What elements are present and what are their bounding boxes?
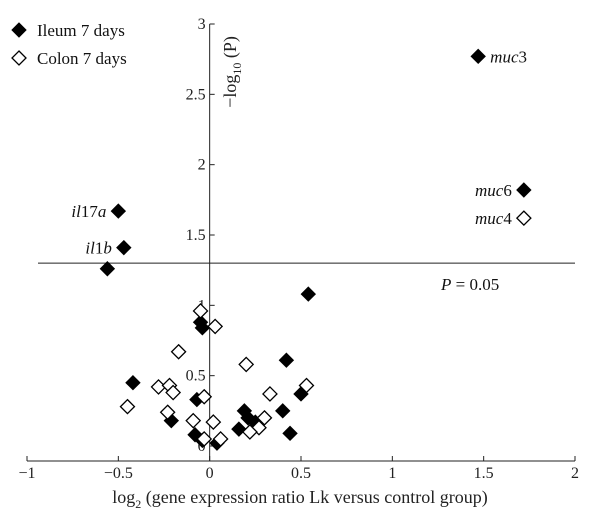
point-label: il1b: [85, 239, 111, 258]
colon-point: [205, 414, 222, 431]
colon-point: [212, 431, 229, 447]
point-label: muc4: [475, 209, 512, 228]
x-tick-label: 0.5: [291, 465, 311, 482]
legend-label: Colon 7 days: [37, 49, 127, 68]
colon-point: [207, 318, 224, 335]
x-axis-label: log2 (gene expression ratio Lk versus co…: [112, 487, 487, 511]
x-tick-label: 1.5: [474, 465, 494, 482]
ileum-point: [231, 421, 247, 437]
y-tick-label: 3: [198, 16, 206, 33]
colon-point: [185, 412, 202, 429]
ileum-point: [282, 425, 298, 442]
x-tick-label: −1: [18, 465, 35, 482]
y-tick-label: 2: [198, 157, 206, 174]
x-tick-label: 0: [206, 465, 214, 482]
point-label: il17a: [71, 202, 106, 221]
threshold-label: P = 0.05: [440, 275, 499, 294]
colon-point: [192, 303, 209, 319]
colon-point: [170, 343, 187, 360]
y-axis-label: −log10 (P): [220, 36, 244, 108]
ileum-point: [125, 374, 141, 391]
x-tick-label: 2: [571, 465, 579, 482]
colon-point: [196, 388, 213, 405]
colon-point: [165, 384, 182, 401]
colon-point: [515, 210, 532, 227]
ileum-point: [275, 403, 291, 419]
legend-label: Ileum 7 days: [37, 21, 125, 40]
colon-point: [256, 409, 273, 426]
ileum-point: [110, 203, 127, 219]
ileum-point: [470, 48, 486, 65]
ileum-point: [300, 286, 317, 302]
ileum-point: [194, 320, 211, 336]
y-tick-label: 0.5: [186, 368, 206, 385]
point-labels-group: muc3 muc6 il17a il1b muc4: [71, 47, 527, 257]
colon-point: [238, 356, 255, 373]
legend-colon-marker: [11, 50, 27, 66]
colon-point: [241, 424, 258, 440]
x-tick-label: −0.5: [104, 465, 133, 482]
y-tick-label: 1.5: [186, 227, 206, 244]
colon-point: [262, 386, 278, 402]
ileum-point: [516, 182, 532, 198]
point-label: muc6: [475, 181, 512, 200]
x-tick-label: 1: [388, 465, 396, 482]
legend: Ileum 7 days Colon 7 days: [11, 21, 127, 68]
y-tick-label: 2.5: [186, 86, 206, 103]
colon-point: [298, 377, 315, 394]
ileum-point: [99, 261, 116, 277]
colon-point: [196, 431, 213, 447]
ileum-point: [116, 239, 132, 256]
ileum-point: [278, 352, 295, 368]
point-label: muc3: [490, 47, 527, 66]
marks-group: [99, 48, 532, 451]
legend-ileum-marker: [11, 22, 27, 38]
colon-point: [119, 398, 136, 415]
ileum-point: [240, 410, 256, 426]
colon-point: [159, 404, 176, 421]
